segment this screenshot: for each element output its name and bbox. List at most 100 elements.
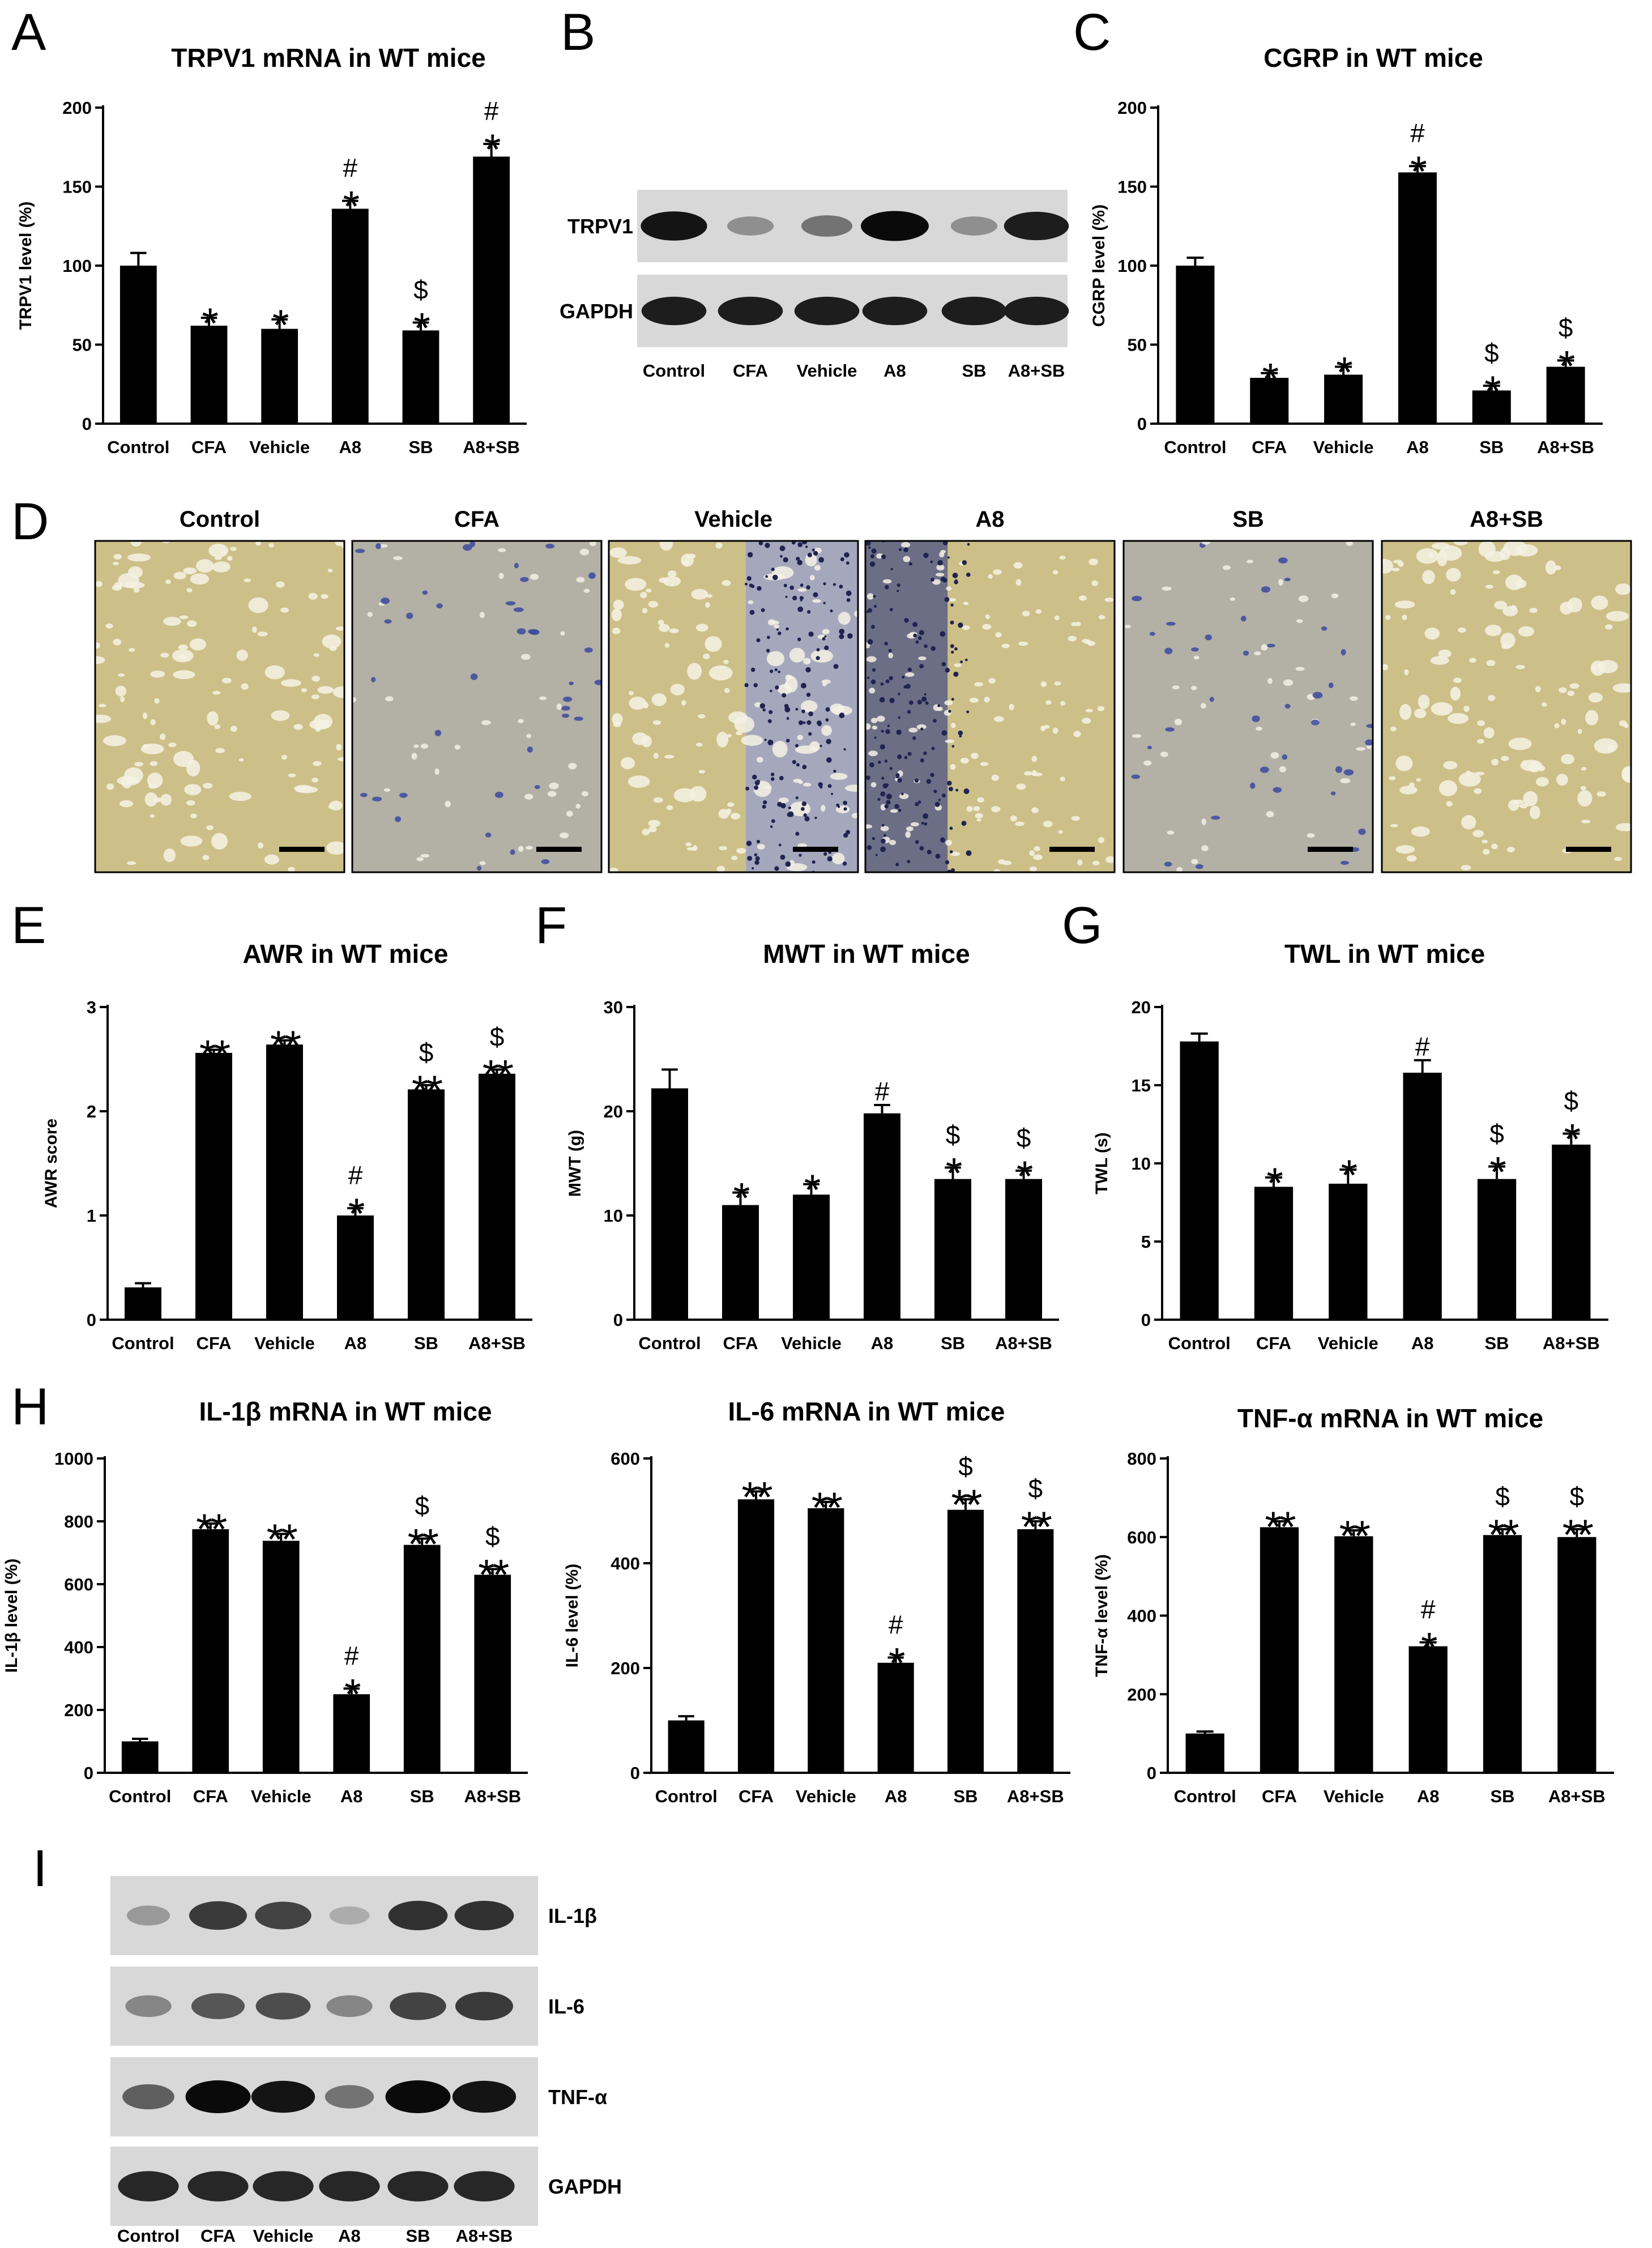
cell-lacuna [1284,578,1291,582]
cell-lacuna [1561,719,1566,725]
scale-bar [1308,847,1353,852]
cell-lacuna [1624,723,1629,728]
bar-cfa [737,1499,775,1773]
stained-nucleus [868,546,871,549]
cell-lacuna [653,753,659,759]
stained-nucleus [846,598,851,602]
stained-nucleus [812,548,815,552]
stained-nucleus [756,638,761,642]
cell-lacuna [613,722,621,727]
y-axis-label: IL-6 level (%) [563,1564,582,1667]
cell-lacuna [821,725,832,736]
blot-band [452,2080,516,2113]
cell-lacuna [206,825,214,830]
cell-lacuna [1018,641,1028,646]
stained-nucleus [747,855,753,861]
y-tick-label: 50 [1128,335,1147,355]
cell-lacuna [868,750,878,757]
stained-nucleus [941,730,947,736]
cell-lacuna [576,577,585,583]
cell-lacuna [830,773,848,780]
panel-letter-i: I [33,1840,48,1897]
cell-lacuna [658,620,664,625]
histology-label: CFA [454,507,500,532]
stained-nucleus [907,860,911,863]
y-tick-label: 5 [1141,1232,1151,1252]
bar-sb [1477,1179,1517,1320]
bar-a8-sb [1005,1179,1042,1320]
cell-lacuna [1060,701,1065,706]
bar-control [651,1088,688,1320]
cell-lacuna [722,580,731,586]
y-tick-label: 0 [1141,1310,1151,1330]
stained-nucleus [867,639,873,645]
cell-lacuna [1279,766,1287,773]
cell-lacuna [809,575,815,581]
cell-lacuna [129,648,135,652]
stained-nucleus [866,775,870,780]
cell-lacuna [822,629,830,635]
cell-lacuna [526,846,533,850]
cell-lacuna [1211,816,1220,820]
cell-lacuna [998,859,1006,864]
cell-lacuna [434,730,442,736]
cell-lacuna [995,632,1002,638]
blot-band [454,2171,515,2202]
stained-nucleus [948,710,951,713]
stained-nucleus [786,739,790,743]
blot-b: TRPV1 GAPDH Control CFA Vehicle A8 SB A8+SB [560,190,1069,381]
stained-nucleus [765,543,770,548]
significance-star: * [413,304,430,352]
stained-nucleus [877,797,881,801]
significance-star: * [272,301,289,349]
cell-lacuna [1472,830,1484,838]
cell-lacuna [664,643,670,648]
cell-lacuna [1469,658,1476,663]
x-tick-label: A8+SB [468,1333,526,1353]
significance-star: * [1564,1116,1581,1164]
cell-lacuna [1477,720,1485,726]
cell-lacuna [698,714,706,719]
cell-lacuna [1270,752,1279,759]
stained-nucleus [950,620,954,625]
cell-lacuna [757,757,763,763]
scale-bar [536,847,582,852]
stained-nucleus [791,541,796,545]
cell-lacuna [134,762,144,767]
cell-lacuna [866,593,874,600]
cell-lacuna [1585,710,1599,726]
y-axis-label: MWT (g) [566,1130,584,1197]
stained-nucleus [770,825,773,828]
chart-c: CGRP in WT mice CGRP level (%) 0 50 100 150 20… [1090,43,1603,457]
stained-nucleus [964,658,968,662]
stained-nucleus [880,682,884,686]
cell-lacuna [1015,821,1025,826]
stained-nucleus [792,760,796,765]
cell-lacuna [125,582,145,589]
cell-lacuna [1167,830,1175,835]
cell-lacuna [646,588,652,592]
cell-lacuna [821,804,826,812]
cell-lacuna [945,839,953,846]
cell-lacuna [1310,719,1320,726]
cell-lacuna [797,588,807,592]
cell-lacuna [757,844,765,850]
cell-lacuna [1553,565,1561,570]
stained-nucleus [959,735,962,738]
cell-lacuna [625,578,647,591]
cell-lacuna [1581,766,1587,771]
blot-row-label: IL-6 [548,1995,584,2018]
cell-lacuna [670,684,685,696]
x-tick-label: CFA [1256,1333,1291,1353]
cell-lacuna [1577,790,1593,807]
cell-lacuna [372,796,382,801]
cell-lacuna [1476,739,1484,744]
cell-lacuna [276,581,285,588]
cell-lacuna [335,541,343,546]
cell-lacuna [715,542,723,549]
blot-band [641,296,707,326]
cell-lacuna [581,791,588,797]
cell-lacuna [648,820,661,827]
significance-star: * [804,1166,821,1214]
stained-nucleus [846,561,850,565]
